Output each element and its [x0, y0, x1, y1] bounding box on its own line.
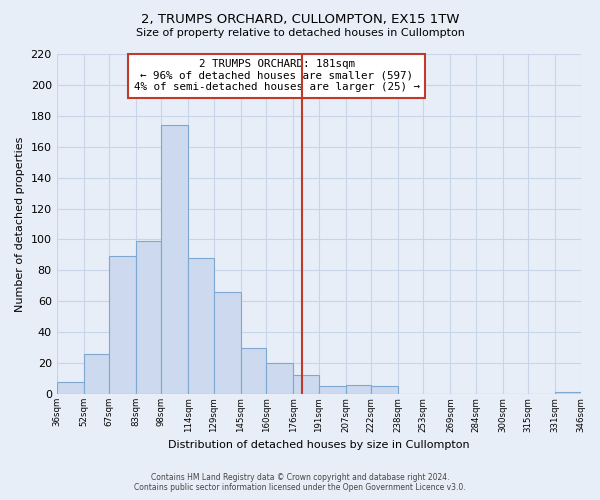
Bar — [293, 376, 319, 394]
Bar — [56, 382, 84, 394]
Text: 2, TRUMPS ORCHARD, CULLOMPTON, EX15 1TW: 2, TRUMPS ORCHARD, CULLOMPTON, EX15 1TW — [141, 12, 459, 26]
Bar — [188, 258, 214, 394]
Y-axis label: Number of detached properties: Number of detached properties — [15, 136, 25, 312]
Bar — [319, 386, 346, 394]
Bar — [241, 348, 266, 394]
Bar — [555, 392, 581, 394]
Bar — [214, 292, 241, 394]
Bar — [84, 354, 109, 394]
Bar — [346, 384, 371, 394]
Text: Size of property relative to detached houses in Cullompton: Size of property relative to detached ho… — [136, 28, 464, 38]
Bar — [136, 241, 161, 394]
Bar — [109, 256, 136, 394]
Bar — [161, 125, 188, 394]
X-axis label: Distribution of detached houses by size in Cullompton: Distribution of detached houses by size … — [168, 440, 469, 450]
Text: 2 TRUMPS ORCHARD: 181sqm
← 96% of detached houses are smaller (597)
4% of semi-d: 2 TRUMPS ORCHARD: 181sqm ← 96% of detach… — [134, 59, 419, 92]
Bar — [371, 386, 398, 394]
Text: Contains HM Land Registry data © Crown copyright and database right 2024.
Contai: Contains HM Land Registry data © Crown c… — [134, 473, 466, 492]
Bar — [266, 363, 293, 394]
